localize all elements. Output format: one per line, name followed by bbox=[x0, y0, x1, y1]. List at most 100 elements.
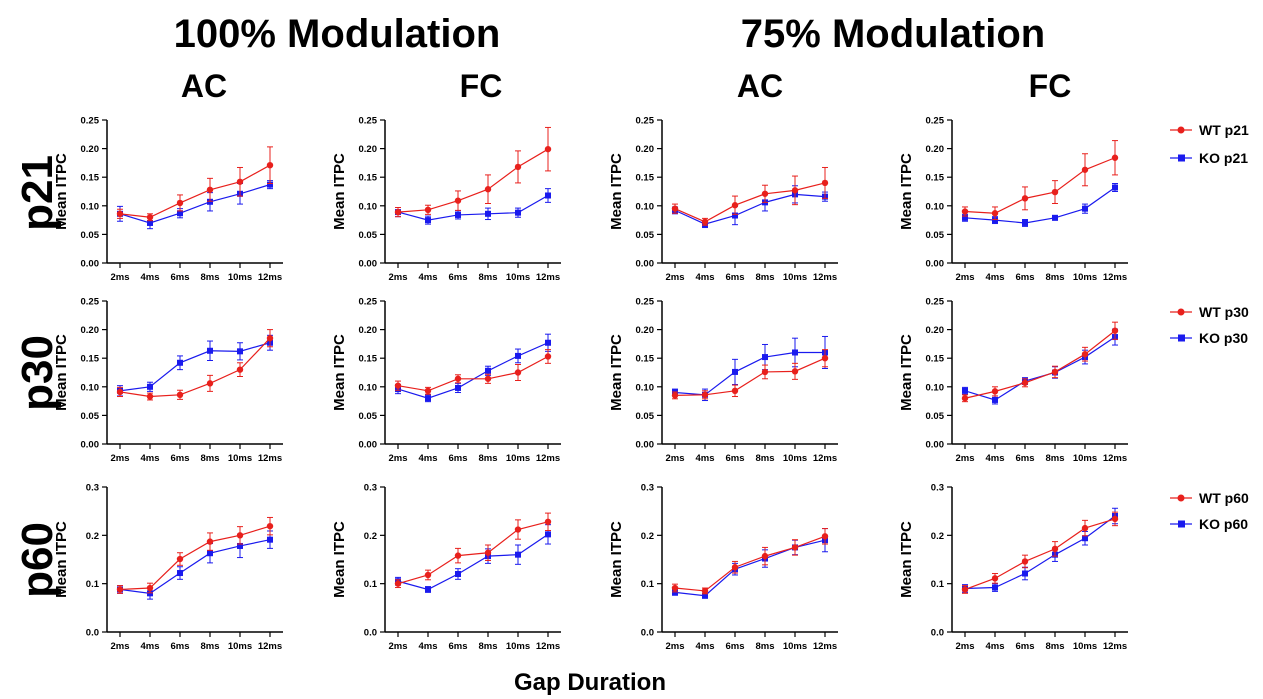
y-tick-label: 0.15 bbox=[359, 354, 378, 365]
series-ko bbox=[117, 334, 273, 397]
y-tick-label: 0.25 bbox=[359, 116, 378, 127]
y-axis-label: Mean ITPC bbox=[898, 153, 915, 230]
x-tick-label: 10ms bbox=[228, 272, 252, 283]
series-ko bbox=[962, 507, 1118, 593]
x-tick-label: 10ms bbox=[783, 641, 807, 652]
series-line bbox=[119, 164, 271, 218]
y-tick-label: 0.3 bbox=[931, 483, 944, 494]
x-tick-label: 2ms bbox=[110, 641, 129, 652]
x-tick-label: 6ms bbox=[448, 272, 467, 283]
y-tick-label: 0.10 bbox=[359, 201, 378, 212]
y-tick-label: 0.15 bbox=[926, 354, 945, 365]
data-point bbox=[425, 395, 431, 402]
x-tick-label: 10ms bbox=[1073, 272, 1097, 283]
modulation-title-100: 100% Modulation bbox=[174, 12, 501, 56]
data-point bbox=[206, 538, 214, 545]
data-point bbox=[267, 181, 273, 188]
x-tick-label: 4ms bbox=[985, 272, 1004, 283]
y-tick-label: 0.10 bbox=[636, 382, 655, 393]
y-axis-label: Mean ITPC bbox=[898, 521, 915, 598]
series-line bbox=[674, 357, 826, 396]
data-point bbox=[485, 367, 491, 374]
data-point bbox=[394, 382, 402, 389]
legend-0: WT p21 KO p21 bbox=[1170, 122, 1249, 166]
x-tick-label: 12ms bbox=[1103, 641, 1127, 652]
x-tick-label: 10ms bbox=[506, 453, 530, 464]
y-axis-label: Mean ITPC bbox=[898, 334, 915, 411]
x-tick-label: 6ms bbox=[1015, 641, 1034, 652]
data-point bbox=[237, 348, 243, 355]
series-line bbox=[397, 355, 549, 392]
data-point bbox=[991, 575, 999, 582]
data-point bbox=[992, 396, 998, 403]
x-tick-label: 12ms bbox=[813, 453, 837, 464]
y-tick-label: 0.15 bbox=[81, 354, 100, 365]
series-wt bbox=[961, 511, 1119, 594]
panel-8: 0.0 0.1 0.2 0.3 2ms 4ms 6ms 8ms 10ms 12ms Mean ITP… bbox=[53, 483, 283, 652]
series-line bbox=[964, 157, 1116, 214]
series-ko bbox=[962, 328, 1118, 405]
data-point bbox=[514, 526, 522, 533]
x-tick-label: 8ms bbox=[1045, 272, 1064, 283]
y-tick-label: 0.10 bbox=[359, 382, 378, 393]
data-point bbox=[455, 211, 461, 218]
data-point bbox=[701, 218, 709, 226]
x-tick-label: 10ms bbox=[1073, 453, 1097, 464]
data-point bbox=[791, 187, 799, 194]
x-tick-label: 2ms bbox=[955, 453, 974, 464]
data-point bbox=[1021, 195, 1029, 202]
global-x-label: Gap Duration bbox=[514, 669, 666, 696]
y-tick-label: 0.00 bbox=[636, 259, 655, 270]
series-wt bbox=[961, 140, 1119, 221]
x-tick-label: 10ms bbox=[783, 272, 807, 283]
data-point bbox=[484, 186, 492, 193]
x-tick-label: 4ms bbox=[418, 641, 437, 652]
data-point bbox=[484, 549, 492, 556]
x-tick-label: 4ms bbox=[695, 641, 714, 652]
x-tick-label: 2ms bbox=[388, 272, 407, 283]
data-point bbox=[762, 354, 768, 361]
legend-marker bbox=[1178, 154, 1185, 162]
series-line bbox=[397, 194, 549, 221]
data-point bbox=[671, 392, 679, 399]
y-tick-label: 0.20 bbox=[359, 144, 378, 155]
x-tick-label: 2ms bbox=[110, 272, 129, 283]
series-line bbox=[397, 533, 549, 591]
data-point bbox=[991, 210, 999, 217]
data-point bbox=[424, 571, 432, 579]
x-tick-label: 6ms bbox=[448, 453, 467, 464]
data-point bbox=[455, 384, 461, 391]
data-point bbox=[484, 375, 492, 382]
panel-10: 0.0 0.1 0.2 0.3 2ms 4ms 6ms 8ms 10ms 12ms Mean ITP… bbox=[608, 483, 838, 652]
data-point bbox=[455, 571, 461, 577]
data-point bbox=[671, 205, 679, 212]
y-tick-label: 0.1 bbox=[931, 579, 945, 590]
data-point bbox=[731, 564, 739, 571]
legend-label: KO p30 bbox=[1199, 330, 1248, 346]
x-tick-label: 4ms bbox=[140, 453, 159, 464]
series-wt bbox=[116, 516, 274, 594]
data-point bbox=[454, 552, 462, 559]
x-tick-label: 8ms bbox=[755, 453, 774, 464]
y-axis-label: Mean ITPC bbox=[608, 153, 625, 230]
x-tick-label: 2ms bbox=[110, 453, 129, 464]
series-ko bbox=[962, 182, 1118, 227]
data-point bbox=[237, 542, 243, 549]
x-tick-label: 12ms bbox=[536, 272, 560, 283]
series-line bbox=[119, 539, 271, 594]
data-point bbox=[146, 584, 154, 592]
y-tick-label: 0.15 bbox=[359, 173, 378, 184]
x-tick-label: 6ms bbox=[170, 641, 189, 652]
x-tick-label: 6ms bbox=[725, 453, 744, 464]
age-label-p21: p21 bbox=[13, 155, 62, 231]
data-point bbox=[702, 592, 708, 599]
y-tick-label: 0.05 bbox=[359, 230, 378, 241]
x-tick-label: 10ms bbox=[506, 272, 530, 283]
data-point bbox=[1111, 327, 1119, 334]
y-tick-label: 0.00 bbox=[81, 259, 100, 270]
y-tick-label: 0.05 bbox=[636, 411, 655, 422]
data-point bbox=[1051, 188, 1059, 196]
y-tick-label: 0.1 bbox=[86, 579, 100, 590]
data-point bbox=[731, 202, 739, 209]
